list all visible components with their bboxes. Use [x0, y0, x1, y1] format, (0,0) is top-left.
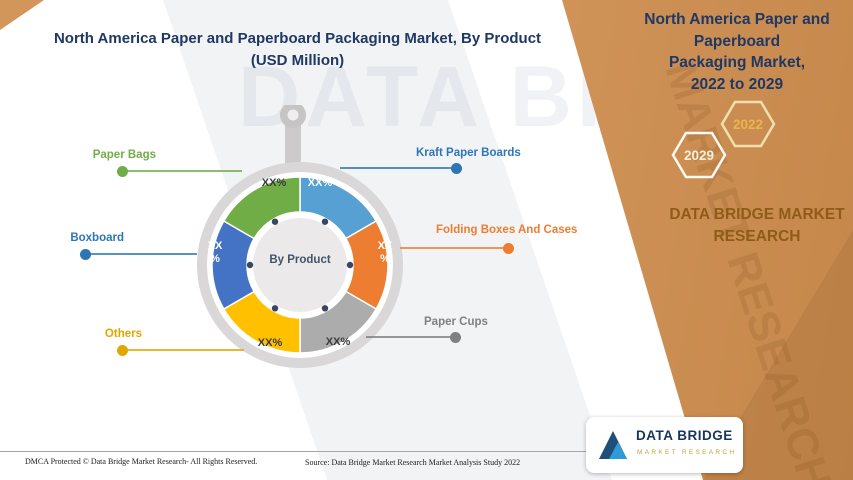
chart-center-label: By Product [269, 254, 331, 266]
dmca-notice: DMCA Protected © Data Bridge Market Rese… [25, 457, 258, 466]
chart-title-line2: (USD Million) [250, 51, 345, 69]
stopwatch-donut-chart [197, 105, 403, 368]
panel-title-line2: Packaging Market, [668, 54, 806, 72]
year-label: 2022 [732, 116, 764, 132]
data-bridge-logo-icon [599, 431, 627, 459]
chart-center-disc [253, 218, 347, 312]
label-folding-boxes-and-cases: Folding Boxes And Cases [436, 224, 578, 236]
face-marker-dots [246, 218, 354, 312]
segment-value-paper-bags: XX% [261, 177, 287, 189]
year-hexagon-2022: 2022 [720, 100, 776, 148]
logo-title: DATA BRIDGE [636, 428, 733, 443]
dot-kraft-paper-boards [451, 163, 462, 174]
dot-boxboard [80, 249, 91, 260]
year-hexagon-2029: 2029 [671, 131, 727, 179]
leader-line-paper-cups [366, 336, 452, 338]
stopwatch-stem [285, 115, 301, 167]
stopwatch-crown-center [287, 109, 299, 121]
label-kraft-paper-boards: Kraft Paper Boards [416, 147, 521, 159]
segment-value-kraft: XX% [307, 177, 333, 189]
segment-paper-bags [222, 176, 301, 240]
leader-line-paper-bags [126, 170, 242, 172]
dot-others [117, 345, 128, 356]
leader-line-boxboard [89, 253, 197, 255]
chart-title: North America Paper and Paperboard Packa… [35, 28, 560, 72]
panel-title-line1: North America Paper and Paperboard [644, 11, 830, 50]
dot-paper-bags [117, 166, 128, 177]
year-label: 2029 [683, 147, 715, 163]
data-bridge-logo-card: DATA BRIDGE MARKET RESEARCH [586, 417, 743, 473]
logo-subtitle: MARKET RESEARCH [637, 449, 737, 456]
dot-folding-boxes-and-cases [503, 243, 514, 254]
dot-paper-cups [450, 332, 461, 343]
segment-value-folding: XX % [377, 240, 393, 265]
hexagon-outline-icon [720, 100, 776, 148]
footer-divider [0, 451, 592, 452]
leader-line-others [126, 349, 244, 351]
panel-title-range: 2022 to 2029 [690, 76, 784, 94]
brand-name: DATA BRIDGE MARKET RESEARCH [669, 206, 845, 246]
segment-value-boxboard: XX % [207, 240, 223, 265]
label-paper-cups: Paper Cups [424, 316, 488, 328]
label-boxboard: Boxboard [70, 232, 124, 244]
segment-value-paper-cups: XX% [325, 336, 351, 348]
label-others: Others [104, 328, 142, 340]
leader-line-kraft-paper-boards [340, 167, 454, 169]
leader-line-folding-boxes-and-cases [400, 247, 506, 249]
label-paper-bags: Paper Bags [92, 149, 156, 161]
corner-triangle-decoration [0, 0, 44, 30]
segment-value-others: XX% [257, 337, 283, 349]
hexagon-outline-icon [671, 131, 727, 179]
panel-title: North America Paper and Paperboard Packag… [600, 9, 853, 96]
source-note: Source: Data Bridge Market Research Mark… [305, 458, 521, 467]
chart-title-line1: North America Paper and Paperboard Packa… [53, 30, 542, 47]
